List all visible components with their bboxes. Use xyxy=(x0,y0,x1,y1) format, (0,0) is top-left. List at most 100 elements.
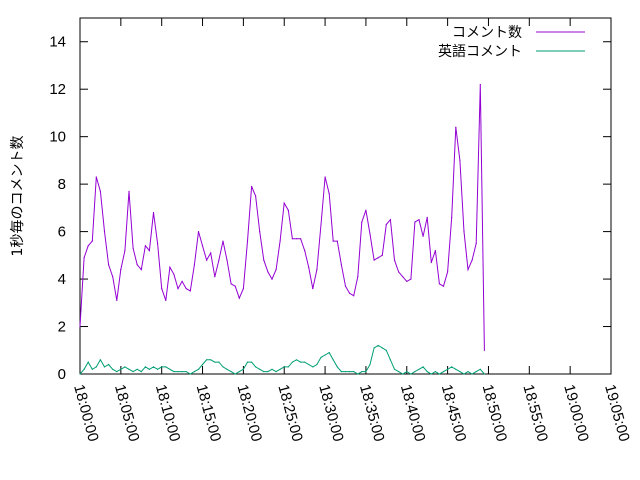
data-point xyxy=(483,373,485,375)
data-point xyxy=(259,231,261,233)
data-point xyxy=(377,257,379,259)
y-tick-label: 2 xyxy=(58,319,66,336)
data-point xyxy=(214,361,216,363)
data-point xyxy=(181,371,183,373)
data-point xyxy=(328,352,330,354)
data-point xyxy=(430,373,432,375)
y-tick-label: 6 xyxy=(58,224,66,241)
data-point xyxy=(124,366,126,368)
data-point xyxy=(361,221,363,223)
data-point xyxy=(161,366,163,368)
data-point xyxy=(201,245,204,247)
data-point xyxy=(455,368,457,370)
data-point xyxy=(197,231,200,233)
data-point xyxy=(447,368,449,370)
data-point xyxy=(144,366,146,368)
data-point xyxy=(438,373,440,375)
data-point xyxy=(181,280,183,282)
data-point xyxy=(169,266,171,268)
series-line-1 xyxy=(79,84,485,351)
data-point xyxy=(177,371,179,373)
data-point xyxy=(173,371,175,373)
data-point xyxy=(263,259,265,261)
data-point xyxy=(304,361,306,363)
data-point xyxy=(393,259,396,261)
data-point xyxy=(87,245,89,247)
data-point xyxy=(242,288,244,290)
data-point xyxy=(459,159,461,161)
data-point xyxy=(275,269,277,271)
data-point xyxy=(332,359,334,361)
data-point xyxy=(316,363,318,366)
data-point xyxy=(398,271,400,273)
data-point xyxy=(349,371,351,373)
data-point xyxy=(304,250,306,252)
data-point xyxy=(246,240,249,242)
data-point xyxy=(467,371,469,373)
data-point xyxy=(214,276,216,278)
y-tick-label: 12 xyxy=(49,81,66,98)
data-point xyxy=(210,359,212,361)
data-point xyxy=(108,363,110,366)
data-point xyxy=(218,361,220,363)
data-point xyxy=(385,223,387,226)
data-point xyxy=(173,273,175,275)
data-point xyxy=(389,219,391,221)
data-point xyxy=(422,235,424,237)
data-point xyxy=(389,359,391,361)
data-point xyxy=(108,264,110,266)
data-point xyxy=(406,280,408,282)
data-point xyxy=(300,361,302,363)
x-tick-label: 18:15:00 xyxy=(193,383,225,444)
data-point xyxy=(116,371,118,373)
data-point xyxy=(336,366,338,368)
data-point xyxy=(263,371,265,373)
data-point xyxy=(152,366,155,368)
data-point xyxy=(234,373,236,375)
data-point xyxy=(267,271,269,273)
data-point xyxy=(483,349,485,351)
data-point xyxy=(206,259,208,261)
data-point xyxy=(340,264,342,266)
x-tick-label: 18:55:00 xyxy=(519,383,551,444)
y-tick-label: 4 xyxy=(58,271,66,288)
data-point xyxy=(398,371,400,373)
x-tick-label: 18:30:00 xyxy=(315,383,347,444)
data-point xyxy=(295,359,298,361)
data-point xyxy=(226,368,228,370)
data-point xyxy=(161,288,163,290)
plot-frame xyxy=(79,17,612,375)
data-point xyxy=(185,371,187,373)
data-point xyxy=(128,368,130,370)
data-point xyxy=(463,231,465,233)
data-point xyxy=(426,371,428,373)
data-point xyxy=(340,371,342,373)
data-point xyxy=(442,371,445,373)
data-point xyxy=(193,264,195,266)
data-point xyxy=(373,259,375,261)
data-point xyxy=(447,271,449,273)
data-point xyxy=(438,283,440,285)
data-point xyxy=(287,366,289,368)
data-point xyxy=(402,373,404,375)
data-point xyxy=(116,299,118,301)
data-point xyxy=(455,126,457,128)
data-point xyxy=(91,368,93,370)
data-point xyxy=(201,363,204,366)
data-point xyxy=(451,216,453,218)
data-point xyxy=(197,368,200,370)
x-tick-label: 18:00:00 xyxy=(70,383,102,444)
data-point xyxy=(120,269,122,271)
legend-label-2: 英語コメント xyxy=(438,43,522,60)
y-axis-label: 1秒毎のコメント数 xyxy=(10,136,26,257)
data-point xyxy=(377,344,379,347)
data-point xyxy=(157,242,159,245)
data-point xyxy=(418,368,420,370)
data-point xyxy=(230,283,232,285)
data-point xyxy=(300,238,302,240)
data-point xyxy=(369,363,371,366)
data-point xyxy=(157,368,159,370)
data-point xyxy=(467,269,469,271)
data-point xyxy=(238,371,240,373)
